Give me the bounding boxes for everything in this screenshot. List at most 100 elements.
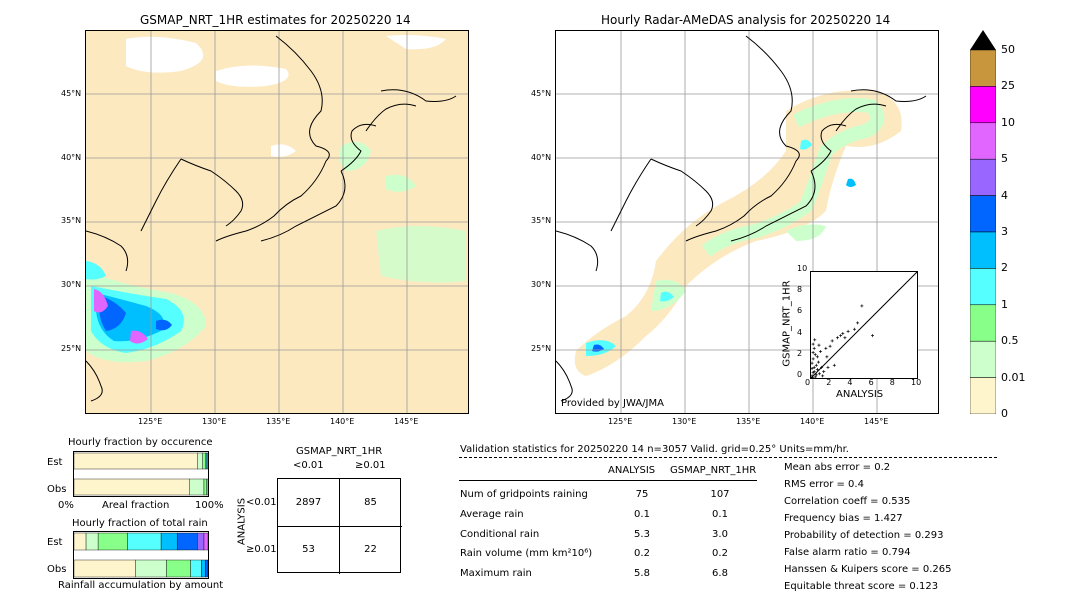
right-lat-35: 35°N bbox=[531, 216, 552, 225]
stat-gsmap: 107 bbox=[710, 489, 730, 500]
scatter-point bbox=[812, 346, 816, 350]
stat-analysis: 75 bbox=[635, 489, 649, 500]
scatter-point bbox=[841, 331, 845, 335]
scatter-point bbox=[821, 374, 825, 378]
colorbar-segment bbox=[969, 158, 997, 196]
stacked-bar-segment bbox=[197, 532, 205, 551]
right-lat-30: 30°N bbox=[531, 280, 552, 289]
left-lon-145: 145°E bbox=[394, 417, 419, 426]
left-lat-45: 45°N bbox=[61, 89, 82, 98]
stacked-bar-segment bbox=[73, 532, 87, 551]
scatter-point bbox=[870, 334, 874, 338]
stat-gsmap: 0.2 bbox=[712, 548, 728, 559]
stat-label: Rain volume (mm km²10⁶) bbox=[460, 548, 593, 559]
left-lat-40: 40°N bbox=[61, 153, 82, 162]
stacked-bar-segment bbox=[97, 532, 128, 551]
colorbar-label: 0.01 bbox=[1001, 370, 1026, 384]
right-lon-145: 145°E bbox=[864, 417, 889, 426]
scatter-xtick: 10 bbox=[911, 378, 922, 387]
occurrence-axis-left: 0% bbox=[58, 500, 74, 511]
stat-analysis: 0.1 bbox=[634, 509, 650, 520]
stacked-bar-segment bbox=[73, 559, 136, 578]
colorbar-label: 0 bbox=[1001, 407, 1008, 420]
colorbar-segment bbox=[969, 49, 997, 87]
scatter-point bbox=[811, 357, 815, 361]
occurrence-obs-label: Obs bbox=[47, 484, 67, 495]
scatter-point bbox=[826, 365, 830, 369]
score-line: Frequency bias = 1.427 bbox=[784, 513, 903, 524]
right-lon-135: 135°E bbox=[736, 417, 761, 426]
score-line: False alarm ratio = 0.794 bbox=[784, 547, 911, 558]
cell-d: 22 bbox=[364, 544, 377, 555]
colorbar-label: 25 bbox=[1001, 79, 1015, 93]
left-map-title: GSMAP_NRT_1HR estimates for 20250220 14 bbox=[140, 13, 411, 27]
total-rain-obs-label: Obs bbox=[47, 564, 67, 575]
score-line: Correlation coeff = 0.535 bbox=[784, 496, 911, 507]
stat-analysis: 0.2 bbox=[634, 548, 650, 559]
score-line: Equitable threat score = 0.123 bbox=[784, 581, 939, 592]
score-line: RMS error = 0.4 bbox=[784, 479, 864, 490]
left-lon-125: 125°E bbox=[138, 417, 163, 426]
cell-b: 85 bbox=[364, 497, 377, 508]
scatter-ytick: 8 bbox=[797, 285, 803, 295]
scatter-xtick: 6 bbox=[868, 378, 874, 387]
stacked-bar-segment bbox=[73, 478, 190, 496]
scatter-point bbox=[824, 346, 828, 350]
stacked-bar-segment bbox=[203, 478, 207, 496]
scatter-ytick: 0 bbox=[797, 370, 803, 379]
right-map: Provided by JWA/JMA bbox=[555, 30, 939, 414]
stat-analysis: 5.3 bbox=[634, 529, 650, 540]
left-lat-25: 25°N bbox=[61, 344, 82, 353]
colorbar-extend-arrow bbox=[970, 30, 996, 50]
stat-analysis: 5.8 bbox=[634, 568, 650, 579]
contingency-col-ge: ≥0.01 bbox=[355, 460, 386, 471]
scatter-point bbox=[813, 375, 817, 379]
scatter-point bbox=[860, 304, 864, 308]
left-lat-35: 35°N bbox=[61, 216, 82, 225]
stat-label: Conditional rain bbox=[460, 529, 540, 540]
stat-gsmap: 3.0 bbox=[712, 529, 728, 540]
colorbar-segment bbox=[969, 195, 997, 233]
stacked-bar-segment bbox=[206, 452, 209, 470]
scatter-inset bbox=[810, 271, 918, 379]
stacked-bar-segment bbox=[206, 478, 209, 496]
stacked-bar-segment bbox=[73, 452, 198, 470]
scatter-xtick: 4 bbox=[847, 378, 853, 387]
colorbar-segment bbox=[969, 86, 997, 124]
cell-a: 2897 bbox=[295, 497, 322, 508]
total-rain-title: Hourly fraction of total rain bbox=[72, 518, 208, 529]
colorbar bbox=[969, 30, 997, 415]
scatter-point bbox=[814, 363, 818, 367]
right-lat-45: 45°N bbox=[531, 89, 552, 98]
score-line: Probability of detection = 0.293 bbox=[784, 530, 944, 541]
scatter-point bbox=[822, 370, 826, 374]
scatter-point bbox=[836, 336, 839, 340]
scatter-point bbox=[828, 344, 832, 348]
scatter-ytick: 4 bbox=[797, 327, 803, 337]
colorbar-segment bbox=[969, 268, 997, 306]
colorbar-svg bbox=[969, 30, 997, 415]
scatter-diagonal bbox=[810, 271, 918, 379]
occurrence-est-label: Est bbox=[47, 457, 63, 468]
scatter-point bbox=[830, 339, 834, 343]
right-map-svg bbox=[556, 31, 938, 413]
right-lon-125: 125°E bbox=[608, 417, 633, 426]
scatter-point bbox=[813, 338, 817, 342]
right-lat-40: 40°N bbox=[531, 153, 552, 162]
scatter-point bbox=[832, 363, 836, 367]
scatter-point bbox=[812, 370, 816, 374]
scatter-point bbox=[820, 365, 824, 369]
occurrence-axis-right: 100% bbox=[195, 500, 224, 511]
scatter-point bbox=[852, 327, 856, 331]
stat-label: Average rain bbox=[460, 509, 524, 520]
contingency-row-ge: ≥0.01 bbox=[246, 544, 277, 555]
colorbar-label: 1 bbox=[1001, 297, 1008, 311]
stacked-bar-segment bbox=[197, 452, 203, 470]
scatter-point bbox=[810, 374, 814, 378]
right-lat-25: 25°N bbox=[531, 344, 552, 353]
scatter-point bbox=[815, 368, 819, 372]
score-line: Hanssen & Kuipers score = 0.265 bbox=[784, 564, 952, 575]
scatter-point bbox=[816, 360, 820, 364]
stacked-bar-segment bbox=[203, 532, 209, 551]
occurrence-bars bbox=[73, 452, 209, 496]
